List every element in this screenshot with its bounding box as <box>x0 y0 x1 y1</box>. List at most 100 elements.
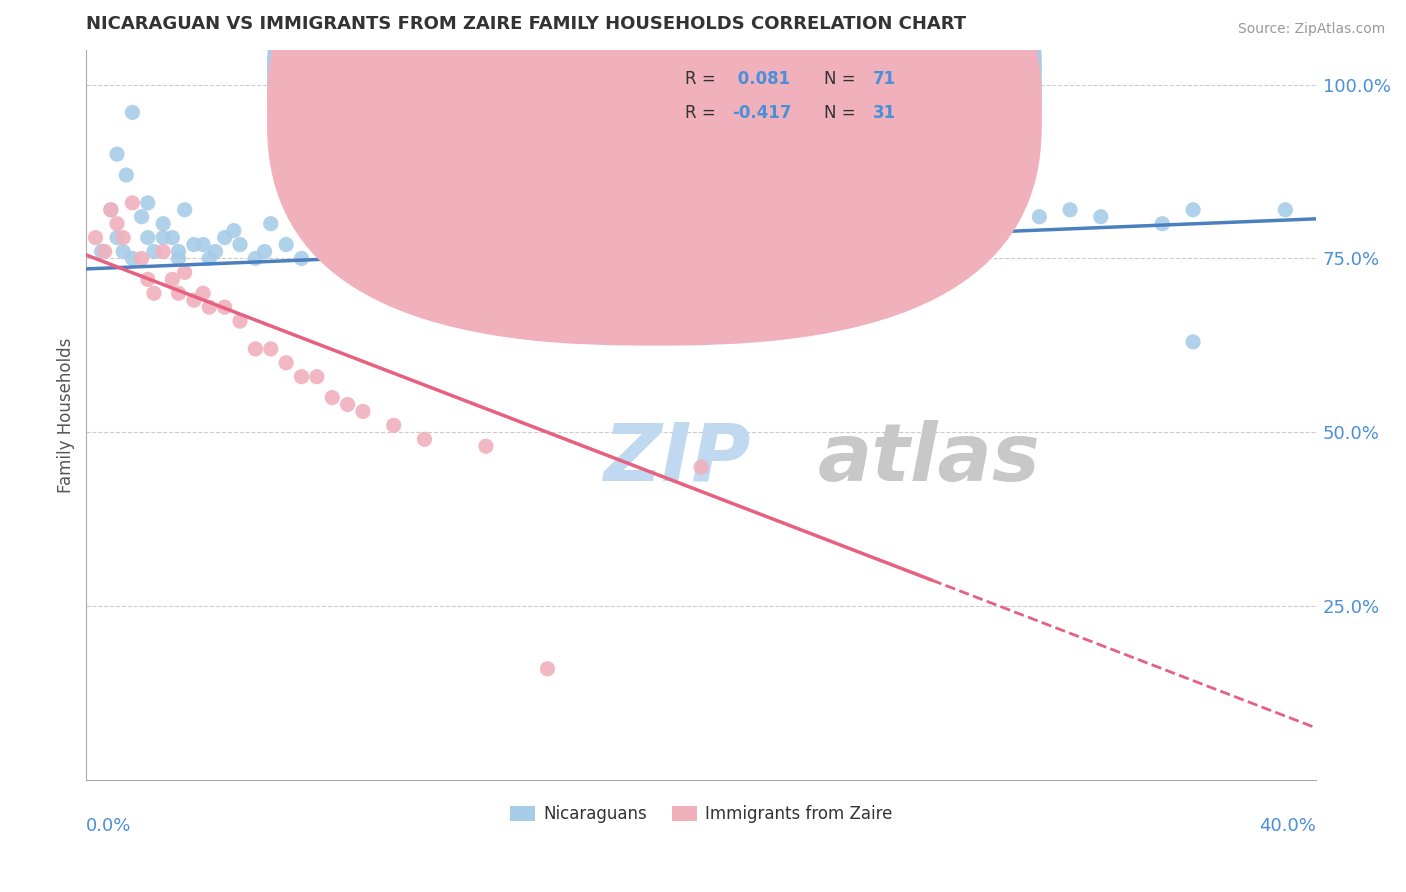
Point <box>413 432 436 446</box>
Point <box>198 300 221 314</box>
Point <box>84 230 107 244</box>
Point <box>112 244 135 259</box>
Text: N =: N = <box>824 103 860 121</box>
Point <box>336 397 359 411</box>
Point <box>321 391 343 405</box>
Point <box>628 224 651 238</box>
Point <box>813 237 835 252</box>
FancyBboxPatch shape <box>614 54 990 145</box>
Point <box>173 202 195 217</box>
Point <box>367 237 389 252</box>
Point <box>245 252 267 266</box>
Text: 0.081: 0.081 <box>733 70 790 88</box>
Point <box>198 252 221 266</box>
Point <box>382 418 405 433</box>
Point <box>321 224 343 238</box>
Text: 71: 71 <box>873 70 897 88</box>
Point <box>751 230 773 244</box>
Point <box>429 252 451 266</box>
Point <box>121 252 143 266</box>
Point <box>413 244 436 259</box>
Text: -0.417: -0.417 <box>733 103 792 121</box>
Point <box>131 210 153 224</box>
Point <box>131 252 153 266</box>
Point <box>162 230 184 244</box>
Point <box>167 244 190 259</box>
Point <box>352 404 374 418</box>
Point <box>214 230 236 244</box>
Point <box>100 202 122 217</box>
Point <box>276 237 298 252</box>
Point <box>214 300 236 314</box>
Point <box>305 217 328 231</box>
Point <box>115 168 138 182</box>
Point <box>567 237 589 252</box>
Point <box>152 217 174 231</box>
Text: NICARAGUAN VS IMMIGRANTS FROM ZAIRE FAMILY HOUSEHOLDS CORRELATION CHART: NICARAGUAN VS IMMIGRANTS FROM ZAIRE FAMI… <box>86 15 966 33</box>
Point <box>229 237 252 252</box>
Point <box>100 202 122 217</box>
Point <box>782 230 804 244</box>
Point <box>173 265 195 279</box>
Text: R =: R = <box>685 70 721 88</box>
Point <box>162 272 184 286</box>
Point <box>875 217 897 231</box>
Point <box>260 217 283 231</box>
Point <box>352 202 374 217</box>
Point <box>191 286 214 301</box>
Point <box>690 189 713 203</box>
Point <box>644 230 666 244</box>
Point <box>93 244 115 259</box>
Point <box>475 244 498 259</box>
Point <box>305 369 328 384</box>
Point <box>136 230 159 244</box>
Point <box>1028 210 1050 224</box>
Point <box>290 369 312 384</box>
FancyBboxPatch shape <box>267 0 1042 345</box>
Point <box>690 244 713 259</box>
Point <box>1090 210 1112 224</box>
Point <box>276 356 298 370</box>
Point <box>598 230 620 244</box>
Point <box>105 230 128 244</box>
Point <box>536 224 558 238</box>
Point <box>551 217 574 231</box>
Point <box>936 224 959 238</box>
FancyBboxPatch shape <box>267 0 1042 312</box>
Point <box>136 272 159 286</box>
Point <box>142 286 165 301</box>
Point <box>136 195 159 210</box>
Point <box>222 224 245 238</box>
Point <box>105 217 128 231</box>
Point <box>966 217 988 231</box>
Point <box>105 147 128 161</box>
Point <box>444 230 467 244</box>
Point <box>152 244 174 259</box>
Text: N =: N = <box>824 70 860 88</box>
Text: atlas: atlas <box>818 420 1040 498</box>
Text: ZIP: ZIP <box>603 420 751 498</box>
Point <box>245 342 267 356</box>
Point <box>506 244 529 259</box>
Text: 31: 31 <box>873 103 897 121</box>
Point <box>121 105 143 120</box>
Point <box>536 662 558 676</box>
Point <box>290 252 312 266</box>
Point <box>382 230 405 244</box>
Point <box>183 237 205 252</box>
Point <box>905 210 928 224</box>
Text: 0.0%: 0.0% <box>86 816 132 835</box>
Point <box>167 286 190 301</box>
Point <box>204 244 226 259</box>
Text: 40.0%: 40.0% <box>1260 816 1316 835</box>
Point <box>336 210 359 224</box>
Point <box>475 439 498 453</box>
Point <box>398 237 420 252</box>
Y-axis label: Family Households: Family Households <box>58 337 75 492</box>
Point <box>659 244 682 259</box>
Text: Source: ZipAtlas.com: Source: ZipAtlas.com <box>1237 22 1385 37</box>
Point <box>142 244 165 259</box>
Point <box>690 460 713 475</box>
Point <box>1059 202 1081 217</box>
Legend: Nicaraguans, Immigrants from Zaire: Nicaraguans, Immigrants from Zaire <box>503 799 900 830</box>
